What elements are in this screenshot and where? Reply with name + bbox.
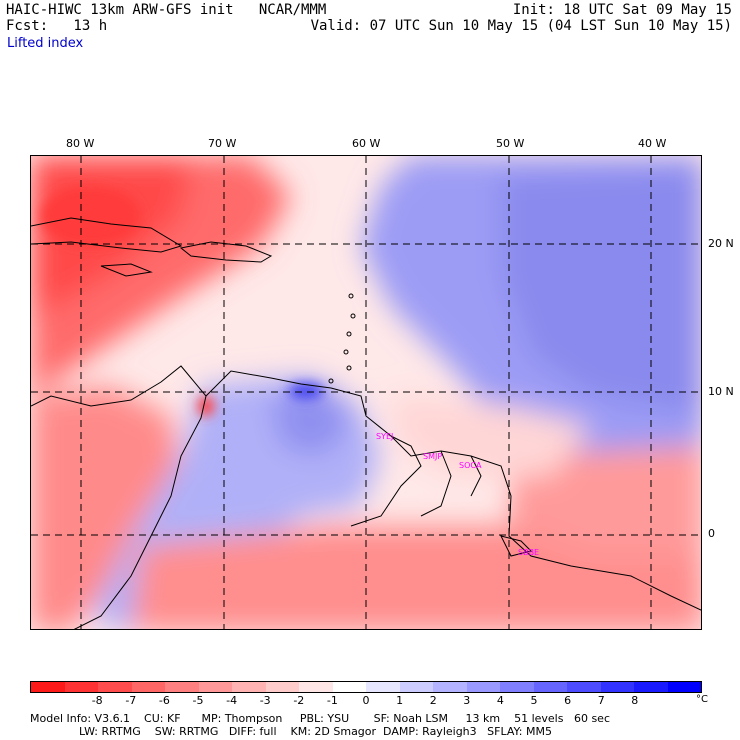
colorbar-segment <box>634 682 668 692</box>
colorbar-segment <box>332 682 366 692</box>
station-label-soca: SOCA <box>459 461 482 470</box>
model-title: HAIC-HIWC 13km ARW-GFS init NCAR/MMM <box>6 2 327 18</box>
lon-label-40w: 40 W <box>638 137 667 150</box>
colorbar-segment <box>399 682 433 692</box>
colorbar-segment <box>265 682 299 692</box>
lifted-index-map <box>30 155 702 630</box>
colorbar-segment <box>131 682 165 692</box>
map-canvas <box>31 156 701 629</box>
model-info-line1: Model Info: V3.6.1 CU: KF MP: Thompson P… <box>30 712 610 725</box>
valid-time: Valid: 07 UTC Sun 10 May 15 (04 LST Sun … <box>310 18 732 34</box>
station-label-syej: SYEJ <box>376 432 394 441</box>
model-info-line2: LW: RRTMG SW: RRTMG DIFF: full KM: 2D Sm… <box>30 725 552 738</box>
forecast-hour: Fcst: 13 h <box>6 18 108 34</box>
colorbar-tick: 8 <box>631 694 639 707</box>
lon-label-60w: 60 W <box>352 137 381 150</box>
station-label-sbbe: SBBE <box>518 548 540 557</box>
colorbar-tick: -2 <box>293 694 305 707</box>
colorbar-segment <box>600 682 634 692</box>
colorbar-segment <box>533 682 567 692</box>
colorbar-segment <box>366 682 400 692</box>
init-time: Init: 18 UTC Sat 09 May 15 <box>512 2 732 18</box>
colorbar-tick: -7 <box>125 694 137 707</box>
colorbar-tick: -6 <box>158 694 170 707</box>
lat-label-0: 0 <box>708 527 715 540</box>
colorbar-segment <box>165 682 199 692</box>
colorbar-tick: -4 <box>226 694 238 707</box>
colorbar-segment <box>299 682 333 692</box>
colorbar-tick: 3 <box>463 694 471 707</box>
lon-label-80w: 80 W <box>66 137 95 150</box>
lat-label-10n: 10 N <box>708 385 734 398</box>
colorbar-segment <box>500 682 534 692</box>
colorbar-segment <box>64 682 98 692</box>
colorbar-unit: °C <box>696 694 708 705</box>
colorbar-tick: 4 <box>496 694 504 707</box>
colorbar-segment <box>466 682 500 692</box>
colorbar-tick: 5 <box>530 694 538 707</box>
colorbar-tick: 6 <box>564 694 572 707</box>
colorbar-tick: 7 <box>597 694 605 707</box>
lat-label-20n: 20 N <box>708 237 734 250</box>
colorbar-tick: -3 <box>259 694 271 707</box>
lat-lon-grid <box>31 156 701 629</box>
station-label-smjp: SMJP <box>423 452 443 461</box>
colorbar-tick-labels: -8 -7 -6 -5 -4 -3 -2 -1 0 1 2 3 4 5 6 7 8 <box>30 694 702 708</box>
colorbar-segment <box>667 682 701 692</box>
colorbar-segment <box>232 682 266 692</box>
colorbar-segment <box>98 682 132 692</box>
lon-label-70w: 70 W <box>208 137 237 150</box>
lon-label-50w: 50 W <box>496 137 525 150</box>
colorbar-segment <box>567 682 601 692</box>
colorbar-tick: -1 <box>326 694 338 707</box>
colorbar <box>30 681 702 693</box>
colorbar-segment <box>198 682 232 692</box>
colorbar-tick: 0 <box>362 694 370 707</box>
coastlines <box>31 217 701 629</box>
colorbar-tick: 1 <box>396 694 404 707</box>
field-name: Lifted index <box>7 36 84 51</box>
colorbar-tick: -5 <box>192 694 204 707</box>
colorbar-tick: -8 <box>91 694 103 707</box>
colorbar-segment <box>433 682 467 692</box>
colorbar-segment <box>31 682 65 692</box>
colorbar-tick: 2 <box>429 694 437 707</box>
